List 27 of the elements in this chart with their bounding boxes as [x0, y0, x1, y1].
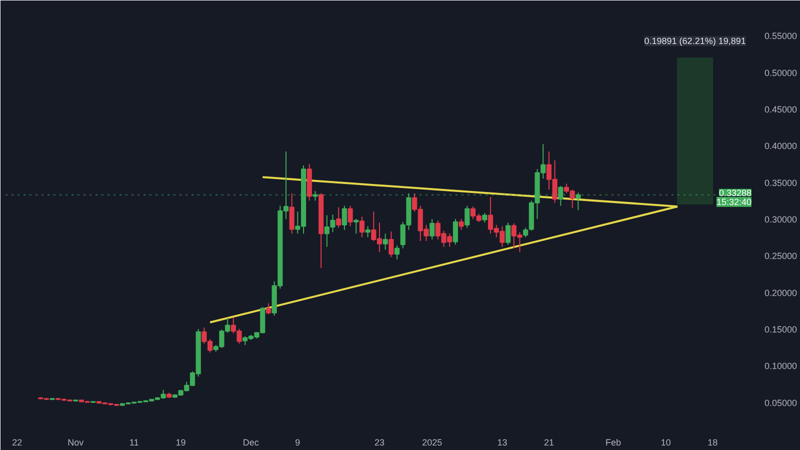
y-tick-label: 0.50000: [764, 68, 798, 78]
x-tick-label: 19: [176, 438, 186, 448]
ref-line-label: 0.33288: [718, 188, 752, 198]
x-tick-label: 18: [708, 438, 718, 448]
y-tick-label: 0.45000: [764, 104, 798, 114]
x-tick-label: 23: [374, 438, 385, 448]
x-tick-label: 11: [129, 438, 139, 448]
y-tick-label: 0.15000: [764, 324, 798, 334]
y-tick-label: 0.25000: [764, 251, 798, 262]
x-tick-label: 21: [544, 438, 554, 448]
y-tick-label: 0.30000: [764, 214, 798, 224]
y-tick-label: 0.40000: [764, 141, 798, 152]
x-tick-label: Dec: [242, 438, 260, 448]
x-tick-label: Nov: [68, 438, 84, 448]
y-tick-label: 0.20000: [764, 288, 798, 298]
y-tick-label: 0.35000: [764, 178, 798, 188]
x-tick-label: 22: [12, 438, 22, 448]
x-tick-label: 10: [660, 438, 671, 448]
x-tick-label: Feb: [605, 438, 622, 448]
y-tick-label: 0.10000: [764, 361, 798, 372]
y-tick-label: 0.55000: [764, 31, 798, 42]
y-tick-label: 0.05000: [764, 398, 798, 408]
x-tick-label: 13: [497, 438, 508, 448]
x-tick-label: 2025: [422, 438, 442, 448]
annotation: 0.19891 (62.21%) 19,891: [644, 36, 746, 46]
annotation: 15:32:40: [716, 196, 752, 207]
x-tick-label: 9: [295, 438, 300, 448]
